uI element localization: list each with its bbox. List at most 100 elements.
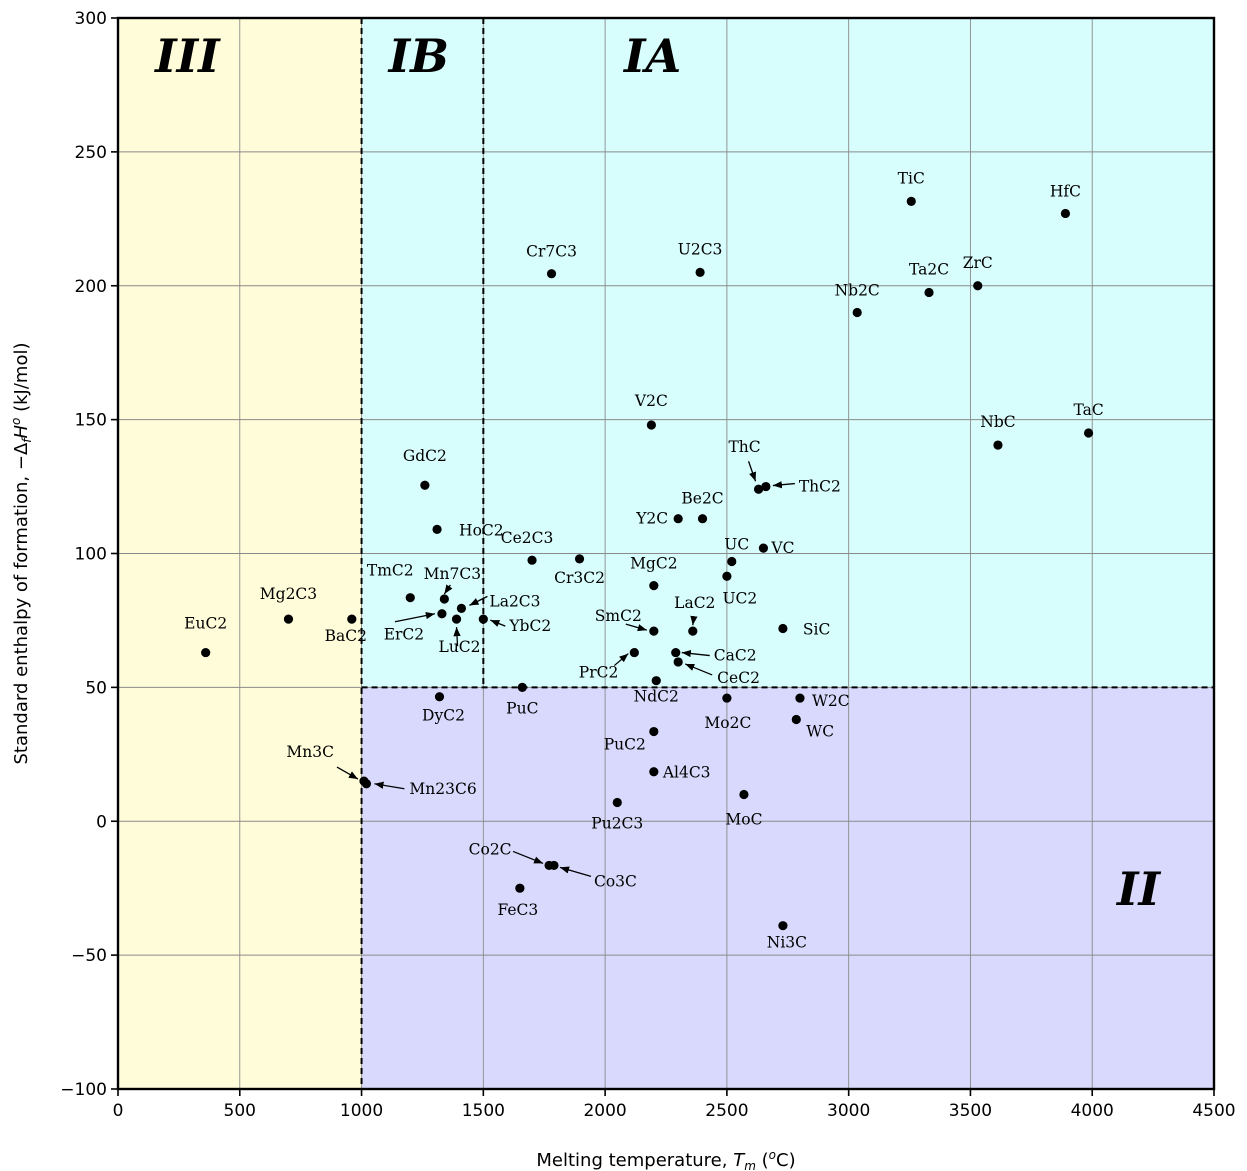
data-point-thc xyxy=(753,484,764,494)
point-label-thc: ThC xyxy=(728,438,760,456)
point-label-prc2: PrC2 xyxy=(579,664,619,682)
arrow-cec2 xyxy=(684,663,713,676)
data-point-hoc2 xyxy=(432,524,442,535)
point-label-mn23c6: Mn23C6 xyxy=(409,780,476,798)
data-point-uc2 xyxy=(722,571,732,581)
point-label-cec2: CeC2 xyxy=(717,669,760,687)
y-tick-label: 100 xyxy=(75,545,107,565)
data-point-moc xyxy=(739,789,749,800)
point-label-cr7c3: Cr7C3 xyxy=(526,243,577,261)
point-label-hoc2: HoC2 xyxy=(459,521,504,539)
y-tick-label: −100 xyxy=(60,1080,107,1100)
point-label-gdc2: GdC2 xyxy=(403,447,447,465)
data-point-wc xyxy=(791,714,801,725)
data-point-vc xyxy=(758,543,769,553)
data-point-hfc xyxy=(1060,208,1071,219)
point-labels: EuC2 Mg2C3 BaC2 GdC2 HoC2 TmC2 Mn7C3 La2C3 ErC2 L… xyxy=(184,169,1104,951)
data-point-ni3c xyxy=(778,921,788,931)
data-point-w2c xyxy=(795,693,805,703)
y-tick-label: 300 xyxy=(75,9,107,29)
data-point-nbc xyxy=(993,440,1003,450)
data-point-lac2 xyxy=(688,626,698,636)
point-label-uc2: UC2 xyxy=(722,589,757,607)
annotation-arrows xyxy=(336,461,795,878)
point-label-ybc2: YbC2 xyxy=(508,617,551,635)
y-axis-title: Standard enthalpy of formation, −ΔfHo (k… xyxy=(9,342,34,764)
arrow-cac2 xyxy=(681,649,710,658)
point-label-co3c: Co3C xyxy=(594,872,637,890)
point-label-mn3c: Mn3C xyxy=(286,743,334,761)
point-label-luc2: LuC2 xyxy=(439,638,481,656)
arrow-la2c3 xyxy=(469,595,488,606)
point-label-mo2c: Mo2C xyxy=(704,714,751,732)
arrow-smc2 xyxy=(625,623,648,632)
data-point-u2c3 xyxy=(695,267,705,277)
point-label-ce2c3: Ce2C3 xyxy=(501,529,554,547)
data-point-be2c xyxy=(697,514,708,524)
data-point-nb2c xyxy=(852,307,862,318)
point-label-puc: PuC xyxy=(506,699,538,717)
data-point-co3c xyxy=(549,860,559,871)
data-point-y2c xyxy=(673,514,683,524)
point-label-mn7c3: Mn7C3 xyxy=(424,565,481,583)
region-label-ib: IB xyxy=(387,29,449,83)
data-point-mgc2 xyxy=(649,581,659,591)
data-point-smc2 xyxy=(649,626,659,636)
point-label-mgc2: MgC2 xyxy=(630,555,678,573)
data-point-puc2 xyxy=(649,726,659,737)
data-point-v2c xyxy=(646,420,656,430)
data-point-cr3c2 xyxy=(574,554,585,564)
data-point-prc2 xyxy=(629,647,639,658)
point-label-thc2: ThC2 xyxy=(799,478,841,496)
x-tick-label: 1500 xyxy=(462,1101,505,1121)
point-label-uc: UC xyxy=(724,536,749,554)
region-label-iii: III xyxy=(153,29,221,83)
region-ii xyxy=(361,687,1214,1089)
arrow-co3c xyxy=(559,866,592,878)
data-points xyxy=(201,196,1094,931)
point-label-cac2: CaC2 xyxy=(714,647,757,665)
point-label-erc2: ErC2 xyxy=(384,626,424,644)
point-label-tac: TaC xyxy=(1073,401,1103,419)
data-point-mn7c3 xyxy=(439,594,449,604)
data-point-fec3 xyxy=(515,883,525,893)
region-label-ia: IA xyxy=(622,29,681,83)
point-label-y2c: Y2C xyxy=(635,510,668,528)
x-tick-label: 3000 xyxy=(827,1101,870,1121)
x-tick-label: 4500 xyxy=(1192,1101,1235,1121)
data-point-gdc2 xyxy=(420,480,430,490)
data-point-ybc2 xyxy=(478,614,488,624)
data-point-bac2 xyxy=(347,614,357,624)
point-label-dyc2: DyC2 xyxy=(422,707,465,725)
arrow-ybc2 xyxy=(490,619,506,627)
data-point-tac xyxy=(1083,428,1094,438)
data-point-mg2c3 xyxy=(283,614,294,624)
data-point-zrc xyxy=(973,281,983,291)
point-label-fec3: FeC3 xyxy=(497,901,538,919)
point-label-lac2: LaC2 xyxy=(674,594,715,612)
data-point-la2c3 xyxy=(456,603,467,613)
point-label-hfc: HfC xyxy=(1050,182,1081,200)
point-label-ndc2: NdC2 xyxy=(634,688,679,706)
point-label-al4c3: Al4C3 xyxy=(662,764,711,782)
x-axis-title: Melting temperature, Tm (oC) xyxy=(536,1148,795,1171)
y-tick-label: 50 xyxy=(85,678,107,698)
data-point-ce2c3 xyxy=(527,555,537,565)
y-tick-label: 250 xyxy=(75,143,107,163)
x-tick-label: 2500 xyxy=(705,1101,748,1121)
point-label-nb2c: Nb2C xyxy=(835,282,880,300)
arrow-erc2 xyxy=(394,611,436,623)
point-label-moc: MoC xyxy=(725,810,762,828)
point-label-vc: VC xyxy=(770,539,794,557)
data-point-pu2c3 xyxy=(612,797,622,808)
axes: 0 500 1000 1500 2000 2500 3000 3500 4000 4500−100… xyxy=(60,9,1235,1121)
point-label-ta2c: Ta2C xyxy=(909,260,949,278)
data-point-erc2 xyxy=(437,609,447,619)
point-label-v2c: V2C xyxy=(634,392,668,410)
point-label-sic: SiC xyxy=(803,620,830,638)
x-tick-label: 500 xyxy=(224,1101,256,1121)
arrow-mn7c3 xyxy=(443,584,453,595)
data-point-cec2 xyxy=(673,657,683,667)
point-label-cr3c2: Cr3C2 xyxy=(554,569,605,587)
